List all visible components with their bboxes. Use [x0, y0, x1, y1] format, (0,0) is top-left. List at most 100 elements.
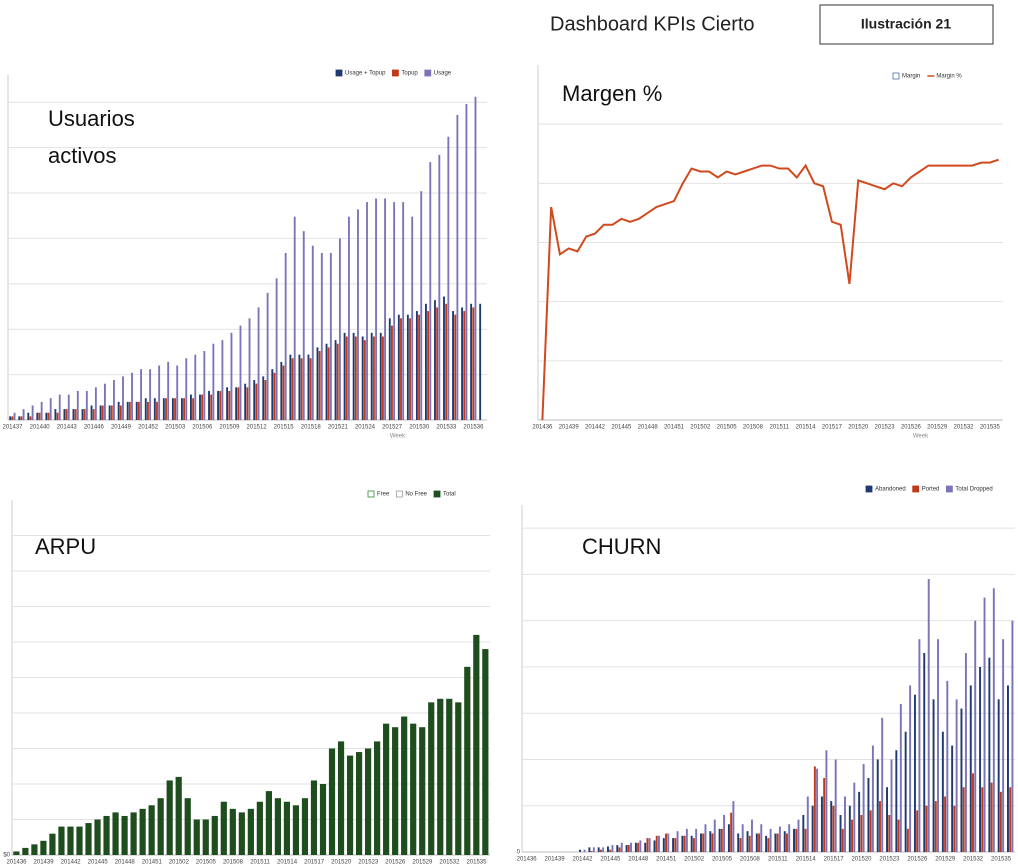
- x-tick-label: 201445: [611, 425, 632, 431]
- bar: [776, 833, 779, 852]
- bar: [839, 814, 842, 852]
- bar: [639, 840, 642, 852]
- bar: [85, 823, 92, 855]
- x-tick-label: 201509: [219, 425, 240, 431]
- x-tick-label: 201518: [301, 425, 322, 431]
- bar: [832, 805, 835, 852]
- x-tick-label: 201437: [3, 425, 24, 431]
- bar: [273, 372, 276, 420]
- x-tick-label: 201523: [875, 425, 896, 431]
- bar: [732, 801, 735, 852]
- x-tick-label: 201535: [991, 857, 1012, 863]
- bar: [81, 409, 84, 420]
- bar: [653, 840, 656, 852]
- x-tick-label: 201536: [463, 425, 484, 431]
- x-tick-label: 201451: [656, 857, 677, 863]
- x-tick-label: 201511: [769, 425, 789, 431]
- bar: [618, 847, 621, 852]
- x-tick-label: 201512: [247, 425, 268, 431]
- figure-label: Ilustración 21: [861, 16, 951, 32]
- bar: [419, 727, 426, 855]
- x-tick-label: 201451: [142, 860, 163, 866]
- bar: [681, 835, 684, 852]
- bar: [162, 398, 165, 420]
- bar: [667, 833, 670, 852]
- bar: [13, 851, 20, 855]
- bar: [325, 343, 328, 420]
- bar: [700, 833, 702, 852]
- bar: [730, 812, 733, 852]
- bar: [94, 819, 101, 855]
- bar: [383, 723, 390, 855]
- bar: [228, 390, 231, 420]
- bar: [841, 828, 844, 852]
- bar: [862, 764, 865, 852]
- bar: [1011, 620, 1014, 852]
- bar: [336, 343, 339, 420]
- bar: [962, 787, 965, 852]
- bar: [695, 828, 698, 852]
- bar: [974, 620, 977, 852]
- bar: [257, 307, 260, 420]
- bar: [953, 805, 956, 852]
- bar: [131, 372, 133, 420]
- bar: [235, 387, 238, 420]
- bar: [401, 716, 408, 855]
- bar: [454, 314, 457, 420]
- bar: [94, 387, 97, 420]
- x-tick-label: 201517: [822, 425, 843, 431]
- x-tick-label: 201448: [628, 857, 649, 863]
- bar: [932, 699, 935, 852]
- x-tick-label: 201505: [717, 425, 738, 431]
- bar: [825, 750, 828, 852]
- bar: [941, 731, 944, 852]
- bar: [411, 216, 414, 420]
- bar: [379, 332, 382, 420]
- bar: [860, 814, 863, 852]
- bar: [192, 398, 195, 420]
- bar: [888, 814, 891, 852]
- bar: [130, 812, 137, 855]
- bar: [384, 198, 387, 420]
- bar: [311, 245, 314, 420]
- bar: [149, 369, 152, 420]
- x-tick-label: 201440: [30, 425, 51, 431]
- bar: [47, 412, 50, 420]
- bar: [428, 702, 435, 855]
- legend-label: No Free: [405, 492, 427, 498]
- bar: [409, 318, 411, 420]
- bar: [92, 409, 95, 420]
- x-tick-label: 201442: [61, 860, 82, 866]
- x-tick-label: 201514: [796, 425, 817, 431]
- bar: [220, 801, 227, 855]
- bar: [981, 787, 984, 852]
- bar: [751, 819, 753, 852]
- bar: [583, 849, 586, 852]
- bar: [90, 405, 93, 420]
- bar: [834, 759, 837, 852]
- x-tick-label: 201526: [901, 425, 922, 431]
- bar: [65, 409, 68, 420]
- x-tick-label: 201436: [517, 857, 538, 863]
- bar: [890, 759, 893, 852]
- bar: [374, 741, 381, 855]
- x-tick-label: 201520: [852, 857, 873, 863]
- bar: [49, 398, 52, 420]
- bar: [302, 231, 305, 420]
- x-tick-label: 201529: [412, 860, 433, 866]
- x-tick-label: 201502: [169, 860, 190, 866]
- bar: [470, 303, 473, 420]
- legend-label: Usage: [434, 71, 452, 77]
- x-tick-label: 201505: [712, 857, 733, 863]
- bar: [103, 383, 106, 420]
- bar: [113, 380, 115, 420]
- bar: [266, 292, 269, 420]
- bar: [352, 332, 355, 420]
- bar: [465, 104, 468, 420]
- x-tick-label: 201448: [115, 860, 136, 866]
- bar: [662, 838, 665, 852]
- bar: [166, 780, 173, 855]
- x-tick-label: 201445: [600, 857, 621, 863]
- bar: [876, 759, 879, 852]
- bar: [346, 755, 354, 855]
